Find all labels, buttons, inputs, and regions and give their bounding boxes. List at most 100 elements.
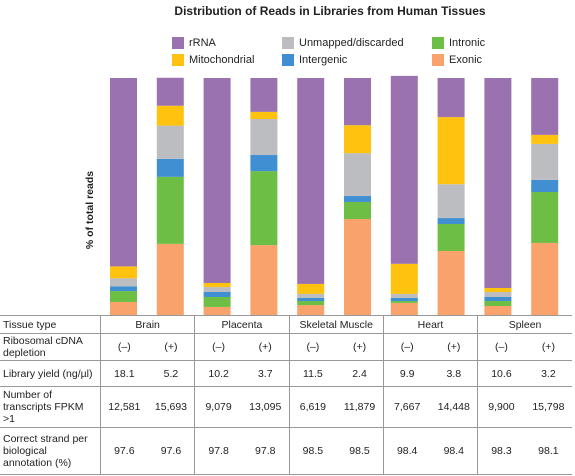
table-cell: 98.1 bbox=[524, 427, 572, 475]
table-cell: (–) bbox=[477, 333, 525, 361]
table-cell: 97.6 bbox=[99, 427, 148, 475]
table-cell: 97.6 bbox=[147, 427, 195, 475]
bar-segment bbox=[484, 292, 512, 297]
table-cell: 2.4 bbox=[336, 360, 384, 387]
bar-segment bbox=[484, 296, 512, 302]
bar-segment bbox=[344, 219, 371, 315]
bar-segment bbox=[110, 286, 137, 292]
bar-segment bbox=[110, 266, 137, 279]
bar-segment bbox=[110, 78, 137, 267]
bar-segment bbox=[156, 158, 184, 177]
legend-swatch bbox=[172, 54, 184, 66]
bar-segment bbox=[484, 78, 512, 288]
table-cell: Placenta bbox=[194, 315, 290, 334]
table-cell: (+) bbox=[336, 333, 384, 361]
table-cell: 98.5 bbox=[288, 427, 337, 475]
table-cell: 14,448 bbox=[430, 386, 478, 428]
bar-segment bbox=[297, 305, 325, 315]
table-row: Ribosomal cDNA depletion (–) (+) (–) (+) (–)(… bbox=[0, 333, 572, 361]
table-cell: 9,079 bbox=[194, 386, 242, 428]
bar-segment bbox=[531, 191, 559, 243]
bar-segment bbox=[531, 78, 559, 135]
bar-segment bbox=[437, 251, 465, 315]
bar-segment bbox=[297, 301, 325, 306]
bar-segment bbox=[344, 78, 371, 126]
bar-segment bbox=[437, 184, 465, 219]
legend-label: Exonic bbox=[449, 54, 483, 66]
table-cell: 98.5 bbox=[336, 427, 384, 475]
bar-segment bbox=[437, 78, 465, 118]
table-cell: 98.4 bbox=[430, 427, 478, 475]
y-axis-label: % of total reads bbox=[84, 171, 96, 249]
bar-segment bbox=[484, 301, 512, 306]
table-cell: 97.8 bbox=[194, 427, 242, 475]
table-row: Number of transcripts FPKM >1 12,581 15,69… bbox=[0, 386, 572, 428]
bar-segment bbox=[203, 283, 231, 288]
bar-segment bbox=[344, 196, 371, 202]
table-cell: 13,095 bbox=[241, 386, 290, 428]
bar-segment bbox=[531, 134, 559, 144]
legend-swatch bbox=[432, 54, 444, 66]
bar-segment bbox=[344, 125, 371, 154]
table-cell: Correct strand per biological annotation… bbox=[0, 427, 101, 475]
table-cell: Number of transcripts FPKM >1 bbox=[0, 386, 101, 428]
table-cell: 3.8 bbox=[430, 360, 478, 387]
bar-segment bbox=[250, 111, 278, 120]
bar-segment bbox=[203, 78, 231, 284]
bar-segment bbox=[297, 78, 325, 284]
table-cell: (–) bbox=[99, 333, 148, 361]
table-cell: Heart bbox=[382, 315, 478, 334]
table-cell: Ribosomal cDNA depletion bbox=[0, 333, 101, 361]
bar-segment bbox=[297, 283, 325, 294]
table-cell: 5.2 bbox=[147, 360, 195, 387]
legend-swatch bbox=[282, 37, 294, 49]
legend-label: Mitochondrial bbox=[189, 54, 254, 66]
bar-segment bbox=[250, 119, 278, 156]
bar-segment bbox=[531, 143, 559, 180]
bar-segment bbox=[390, 75, 418, 264]
table-cell: 97.8 bbox=[241, 427, 290, 475]
table-cell: 98.3 bbox=[477, 427, 525, 475]
bar-segment bbox=[156, 176, 184, 244]
bar-segment bbox=[110, 291, 137, 302]
bar-segment bbox=[437, 218, 465, 224]
bar-segment bbox=[390, 293, 418, 298]
bar-segment bbox=[344, 201, 371, 220]
table-cell: 7,667 bbox=[382, 386, 431, 428]
table-cell: 10.6 bbox=[477, 360, 525, 387]
table-cell: (+) bbox=[241, 333, 290, 361]
table-cell: 9,900 bbox=[477, 386, 525, 428]
table-cell: 3.2 bbox=[524, 360, 572, 387]
bar-segment bbox=[437, 117, 465, 185]
table-row: Correct strand per biological annotation… bbox=[0, 427, 572, 475]
data-table: Tissue type Brain Placenta Skeletal Muscle H… bbox=[0, 315, 572, 475]
bar-segment bbox=[156, 77, 184, 106]
bar-segment bbox=[390, 301, 418, 303]
table-row: Library yield (ng/µl) 18.1 5.2 10.2 3.7 11.5 2… bbox=[0, 360, 572, 387]
bar-segment bbox=[250, 78, 278, 112]
bar-segment bbox=[203, 287, 231, 293]
table-cell: (+) bbox=[147, 333, 195, 361]
bar-segment bbox=[203, 292, 231, 297]
table-cell: (–) bbox=[288, 333, 337, 361]
table-cell: 98.4 bbox=[382, 427, 431, 475]
table-cell: 12,581 bbox=[99, 386, 148, 428]
legend-label: Intergenic bbox=[299, 54, 348, 66]
bar-segment bbox=[110, 278, 137, 287]
table-cell: 11,879 bbox=[336, 386, 384, 428]
chart: Distribution of Reads in Libraries from … bbox=[84, 4, 559, 315]
table-cell: (+) bbox=[430, 333, 478, 361]
bar-segment bbox=[297, 293, 325, 298]
bar-segment bbox=[250, 155, 278, 172]
table-cell: 3.7 bbox=[241, 360, 290, 387]
bar-segment bbox=[156, 125, 184, 159]
bar-segment bbox=[437, 223, 465, 252]
bar-segment bbox=[156, 243, 184, 315]
legend-swatch bbox=[432, 37, 444, 49]
legend-swatch bbox=[172, 37, 184, 49]
bar-segment bbox=[390, 263, 418, 294]
bar-segment bbox=[203, 306, 231, 315]
bar-segment bbox=[390, 302, 418, 315]
table-cell: 15,798 bbox=[524, 386, 572, 428]
